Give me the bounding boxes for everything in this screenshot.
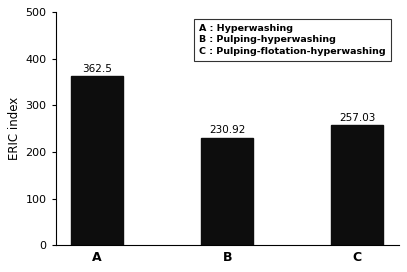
Bar <box>201 138 253 245</box>
Text: 257.03: 257.03 <box>339 113 375 123</box>
Text: 230.92: 230.92 <box>209 125 245 135</box>
Text: 362.5: 362.5 <box>82 64 112 73</box>
Y-axis label: ERIC index: ERIC index <box>8 97 21 160</box>
Bar <box>71 76 123 245</box>
Legend: A : Hyperwashing, B : Pulping-hyperwashing, C : Pulping-flotation-hyperwashing: A : Hyperwashing, B : Pulping-hyperwashi… <box>195 19 390 61</box>
Bar <box>331 125 383 245</box>
